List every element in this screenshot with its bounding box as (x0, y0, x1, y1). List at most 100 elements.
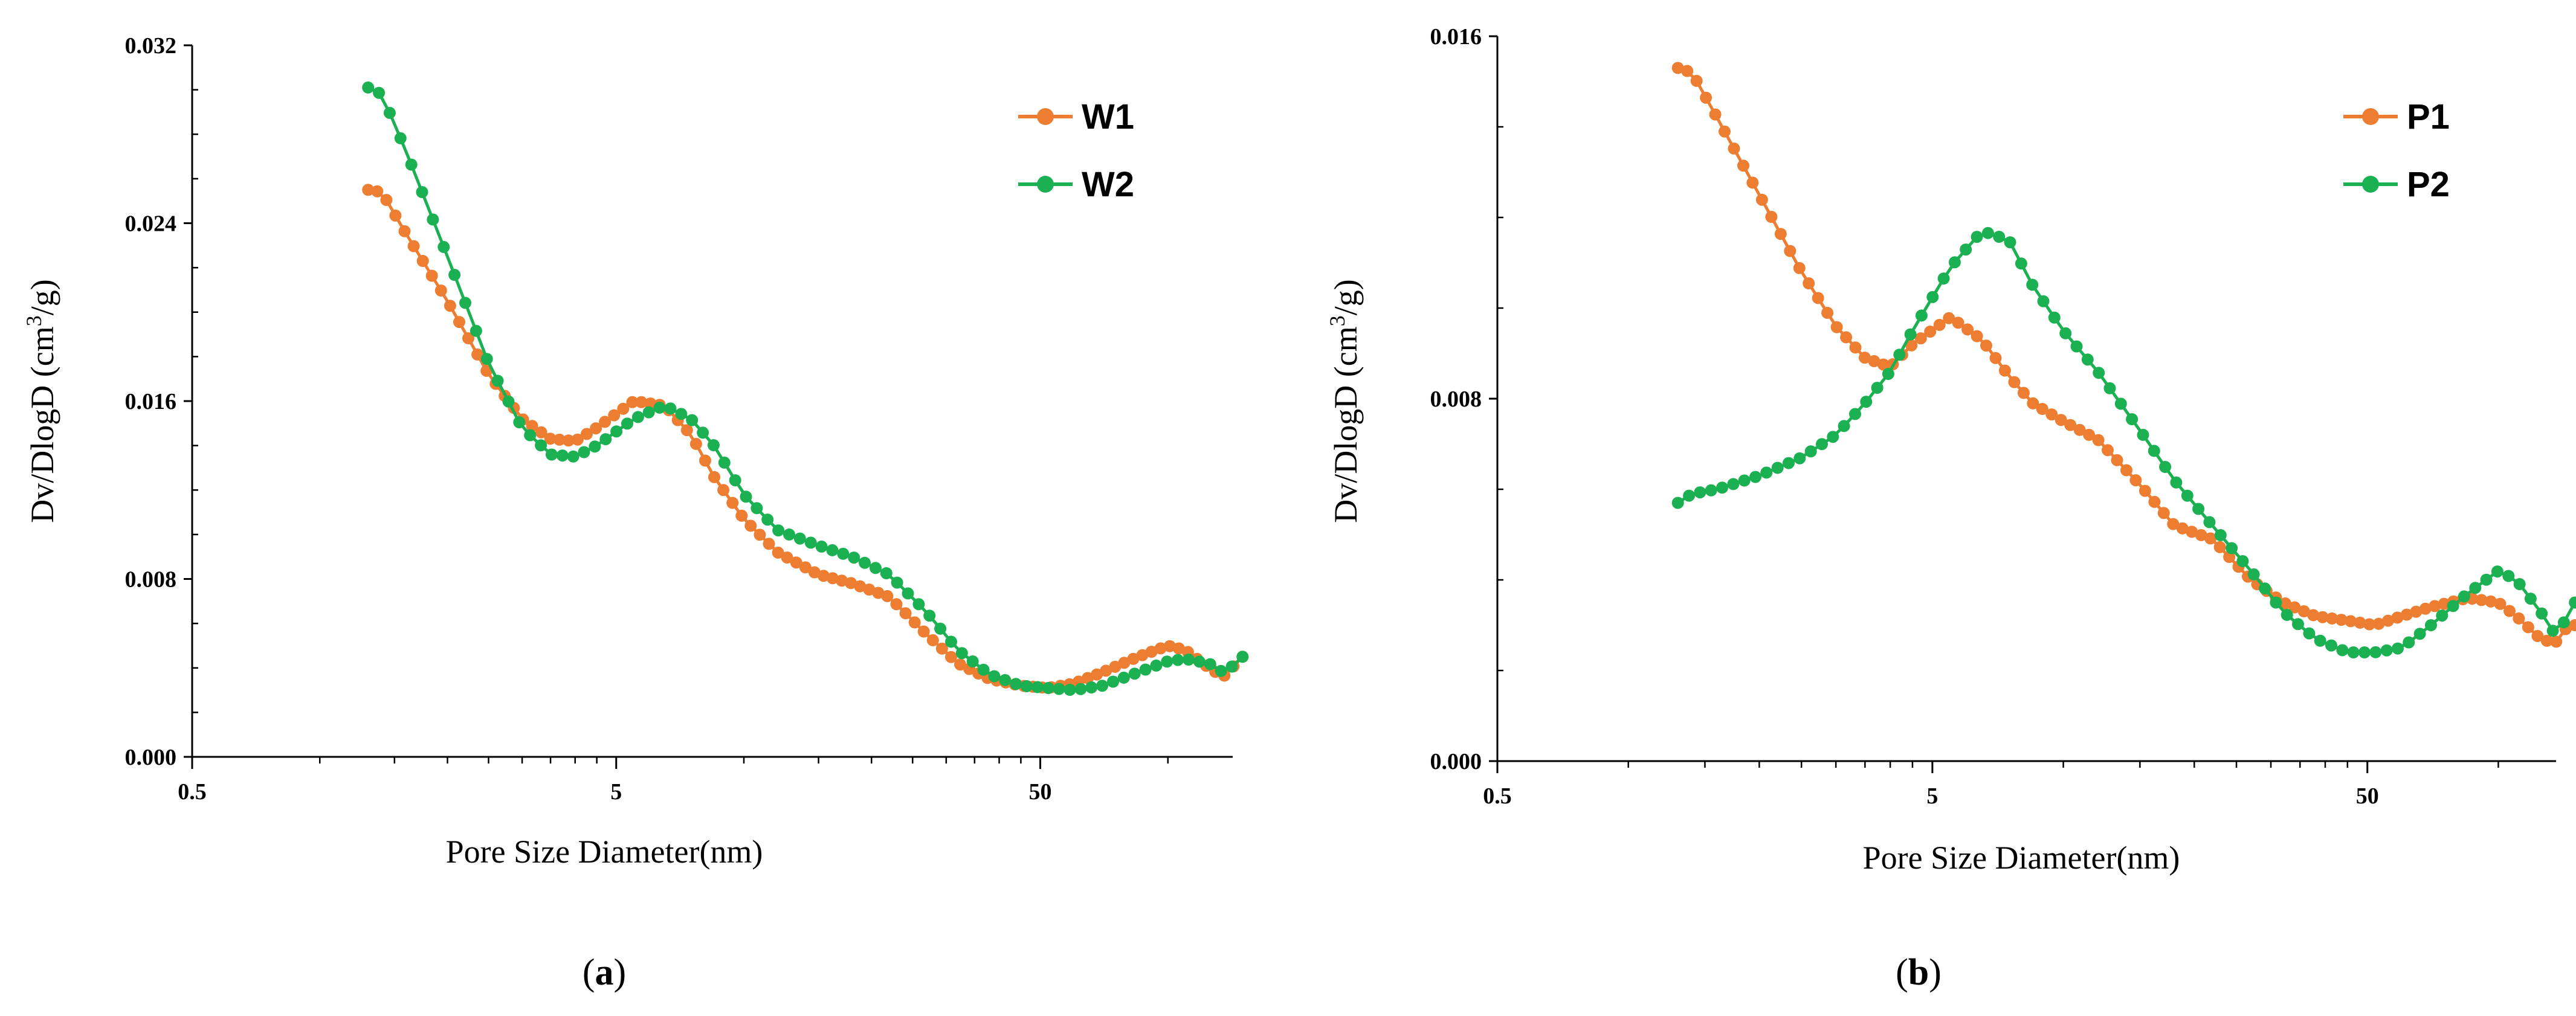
y-axis-title-main: Dv/DlogD (cm (1328, 326, 1364, 522)
data-point-W2 (783, 528, 795, 541)
data-point-W1 (407, 240, 420, 252)
data-point-W2 (977, 663, 990, 676)
data-point-W1 (1154, 642, 1167, 655)
series-line-P2 (1677, 231, 2576, 654)
data-point-P2 (2015, 257, 2027, 270)
data-point-W2 (804, 536, 817, 549)
data-point-P2 (1937, 272, 1950, 285)
data-point-W2 (545, 448, 558, 461)
data-point-P2 (2513, 578, 2526, 590)
data-point-W2 (556, 449, 569, 462)
data-point-W1 (781, 551, 793, 564)
data-point-P2 (1926, 291, 1939, 303)
data-point-P2 (2159, 461, 2172, 473)
data-point-W1 (899, 607, 912, 620)
y-axis-title-unit: /g) (24, 279, 60, 315)
data-point-W2 (1193, 655, 1206, 668)
data-point-W1 (389, 209, 402, 222)
data-point-W1 (772, 546, 784, 559)
data-point-W1 (1118, 657, 1131, 669)
data-point-W1 (1127, 652, 1140, 665)
panel-label-open: ( (583, 952, 595, 993)
legend-label-P2: P2 (2407, 165, 2450, 204)
data-point-P1 (1803, 277, 1815, 289)
data-point-P1 (1868, 355, 1880, 367)
legend-label-P1: P1 (2407, 97, 2450, 137)
data-point-W1 (362, 184, 375, 196)
data-point-W1 (1145, 646, 1158, 658)
data-point-W2 (891, 576, 903, 589)
data-point-W1 (863, 584, 876, 596)
data-point-P1 (1943, 312, 1955, 324)
x-tick-label: 50 (1029, 779, 1052, 805)
data-point-P1 (2363, 618, 2375, 631)
data-point-P2 (2347, 646, 2360, 658)
data-point-P2 (2037, 295, 2050, 307)
data-point-P2 (2325, 639, 2337, 652)
data-point-W2 (859, 556, 871, 569)
legend-label-W1: W1 (1082, 97, 1134, 137)
data-point-P2 (1882, 368, 1894, 380)
data-point-W2 (405, 158, 418, 171)
data-point-P1 (1971, 330, 1983, 342)
data-point-P1 (1737, 159, 1749, 172)
data-point-W2 (1096, 680, 1109, 692)
data-point-P1 (2288, 601, 2301, 614)
data-point-P2 (2048, 311, 2061, 324)
data-point-P2 (2524, 593, 2537, 605)
data-point-P2 (2103, 382, 2116, 394)
data-point-P1 (2129, 474, 2142, 487)
data-point-P2 (2214, 529, 2227, 541)
data-point-P2 (1804, 445, 1817, 458)
data-point-W2 (502, 395, 515, 408)
data-point-W2 (459, 297, 471, 309)
data-point-P2 (1683, 489, 1696, 502)
data-point-W2 (869, 562, 882, 574)
data-point-W2 (793, 532, 806, 545)
panel-label: (b) (1896, 952, 1942, 993)
data-point-W1 (689, 437, 702, 450)
data-point-W2 (470, 324, 482, 337)
data-point-P2 (2247, 568, 2260, 580)
legend-marker-W1 (1037, 108, 1054, 125)
x-axis-title: Pore Size Diameter(nm) (446, 834, 763, 870)
data-point-W1 (398, 225, 411, 237)
data-point-P1 (1840, 331, 1853, 344)
data-point-P1 (2073, 423, 2086, 436)
data-point-P2 (2536, 607, 2548, 620)
data-point-W1 (416, 255, 429, 267)
data-point-W2 (383, 106, 396, 119)
data-point-P2 (1849, 408, 1861, 420)
data-point-P1 (2297, 605, 2310, 617)
data-point-P1 (2055, 414, 2067, 426)
x-tick-label: 5 (610, 779, 622, 805)
data-point-P1 (2372, 617, 2385, 630)
data-point-P2 (1871, 382, 1884, 394)
data-point-W1 (380, 194, 393, 206)
data-point-W2 (1139, 663, 1152, 676)
data-point-P2 (1771, 461, 1784, 474)
y-axis-title-superscript: 3 (22, 315, 46, 326)
data-point-W1 (827, 572, 839, 585)
data-point-P1 (1793, 262, 1806, 274)
data-point-P1 (2550, 635, 2563, 648)
data-point-P2 (1948, 256, 1961, 269)
y-tick-label: 0.024 (125, 211, 177, 237)
data-point-W2 (491, 375, 504, 387)
data-point-W2 (902, 587, 914, 600)
data-point-P2 (1749, 471, 1761, 483)
data-point-W1 (562, 434, 575, 447)
data-point-W2 (621, 417, 633, 430)
y-axis-title: Dv/DlogD (cm3/g) (22, 279, 60, 522)
data-point-W1 (544, 432, 557, 445)
data-point-P2 (2081, 353, 2094, 366)
data-point-P2 (1993, 231, 2006, 243)
data-point-P1 (2569, 619, 2576, 631)
data-point-W2 (729, 474, 741, 487)
data-point-P2 (1904, 328, 1917, 341)
data-point-P2 (1671, 497, 1684, 509)
data-point-W2 (1117, 671, 1130, 684)
data-point-P1 (2326, 612, 2339, 625)
data-point-W1 (462, 332, 474, 344)
